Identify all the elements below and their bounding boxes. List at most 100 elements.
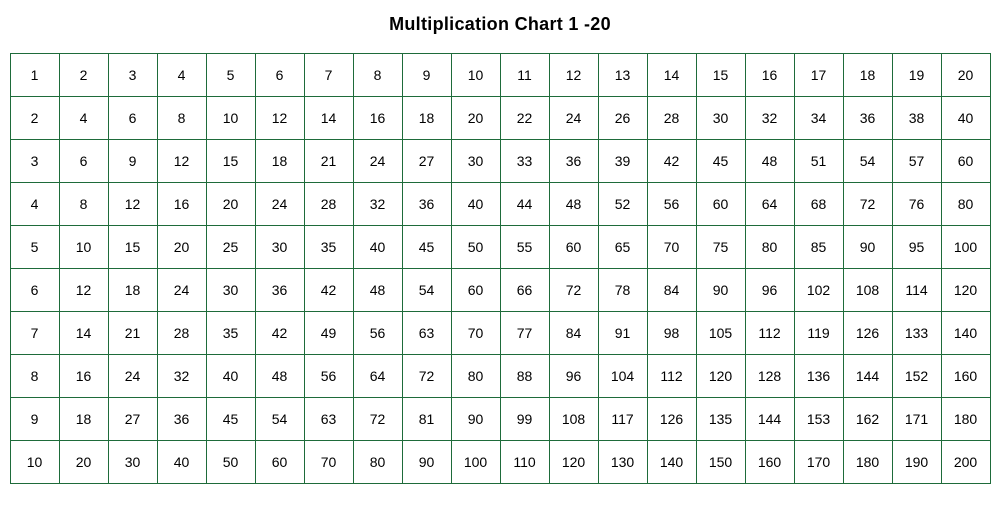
table-cell: 152 (892, 355, 941, 398)
table-cell: 45 (206, 398, 255, 441)
table-cell: 90 (451, 398, 500, 441)
table-cell: 27 (402, 140, 451, 183)
table-cell: 30 (206, 269, 255, 312)
table-cell: 68 (794, 183, 843, 226)
table-cell: 60 (696, 183, 745, 226)
table-cell: 14 (647, 54, 696, 97)
table-cell: 6 (108, 97, 157, 140)
table-cell: 72 (402, 355, 451, 398)
table-cell: 24 (108, 355, 157, 398)
table-cell: 4 (157, 54, 206, 97)
table-cell: 28 (647, 97, 696, 140)
page: Multiplication Chart 1 -20 1234567891011… (0, 0, 1000, 508)
table-cell: 12 (255, 97, 304, 140)
table-cell: 36 (843, 97, 892, 140)
table-cell: 80 (353, 441, 402, 484)
table-cell: 20 (59, 441, 108, 484)
table-cell: 150 (696, 441, 745, 484)
table-cell: 108 (843, 269, 892, 312)
table-cell: 88 (500, 355, 549, 398)
table-cell: 50 (451, 226, 500, 269)
table-cell: 12 (108, 183, 157, 226)
multiplication-table: 1234567891011121314151617181920246810121… (10, 53, 991, 484)
table-cell: 54 (402, 269, 451, 312)
table-cell: 170 (794, 441, 843, 484)
table-cell: 20 (157, 226, 206, 269)
table-cell: 21 (108, 312, 157, 355)
table-row: 8162432404856647280889610411212012813614… (10, 355, 990, 398)
table-cell: 56 (304, 355, 353, 398)
table-cell: 100 (941, 226, 990, 269)
table-cell: 16 (157, 183, 206, 226)
table-cell: 4 (10, 183, 59, 226)
table-cell: 190 (892, 441, 941, 484)
table-cell: 8 (157, 97, 206, 140)
table-cell: 112 (647, 355, 696, 398)
table-cell: 42 (647, 140, 696, 183)
table-cell: 45 (696, 140, 745, 183)
table-cell: 48 (353, 269, 402, 312)
table-cell: 160 (941, 355, 990, 398)
table-cell: 96 (549, 355, 598, 398)
table-cell: 48 (549, 183, 598, 226)
table-cell: 32 (745, 97, 794, 140)
table-cell: 140 (647, 441, 696, 484)
table-cell: 8 (353, 54, 402, 97)
table-cell: 80 (451, 355, 500, 398)
table-cell: 64 (745, 183, 794, 226)
table-cell: 96 (745, 269, 794, 312)
table-cell: 180 (843, 441, 892, 484)
table-row: 1020304050607080901001101201301401501601… (10, 441, 990, 484)
table-cell: 6 (255, 54, 304, 97)
table-cell: 2 (10, 97, 59, 140)
table-cell: 30 (451, 140, 500, 183)
table-cell: 100 (451, 441, 500, 484)
table-cell: 80 (745, 226, 794, 269)
table-cell: 17 (794, 54, 843, 97)
table-cell: 24 (157, 269, 206, 312)
table-cell: 32 (157, 355, 206, 398)
table-cell: 90 (696, 269, 745, 312)
table-cell: 12 (549, 54, 598, 97)
table-cell: 60 (549, 226, 598, 269)
table-cell: 14 (304, 97, 353, 140)
table-cell: 95 (892, 226, 941, 269)
table-cell: 70 (304, 441, 353, 484)
table-cell: 56 (647, 183, 696, 226)
table-cell: 10 (206, 97, 255, 140)
table-cell: 40 (451, 183, 500, 226)
table-row: 246810121416182022242628303234363840 (10, 97, 990, 140)
table-cell: 40 (353, 226, 402, 269)
table-cell: 120 (696, 355, 745, 398)
table-cell: 60 (941, 140, 990, 183)
table-cell: 90 (843, 226, 892, 269)
table-cell: 91 (598, 312, 647, 355)
table-cell: 35 (304, 226, 353, 269)
table-cell: 36 (402, 183, 451, 226)
table-cell: 77 (500, 312, 549, 355)
table-cell: 36 (255, 269, 304, 312)
table-cell: 28 (304, 183, 353, 226)
table-cell: 49 (304, 312, 353, 355)
table-cell: 14 (59, 312, 108, 355)
table-cell: 8 (59, 183, 108, 226)
table-cell: 65 (598, 226, 647, 269)
table-cell: 54 (255, 398, 304, 441)
table-cell: 81 (402, 398, 451, 441)
table-cell: 20 (941, 54, 990, 97)
table-cell: 63 (402, 312, 451, 355)
table-cell: 60 (451, 269, 500, 312)
table-cell: 44 (500, 183, 549, 226)
table-cell: 55 (500, 226, 549, 269)
table-cell: 3 (108, 54, 157, 97)
table-cell: 117 (598, 398, 647, 441)
table-cell: 102 (794, 269, 843, 312)
table-cell: 135 (696, 398, 745, 441)
table-cell: 30 (255, 226, 304, 269)
table-cell: 126 (647, 398, 696, 441)
table-cell: 32 (353, 183, 402, 226)
table-cell: 6 (10, 269, 59, 312)
table-cell: 12 (157, 140, 206, 183)
table-cell: 34 (794, 97, 843, 140)
table-cell: 99 (500, 398, 549, 441)
